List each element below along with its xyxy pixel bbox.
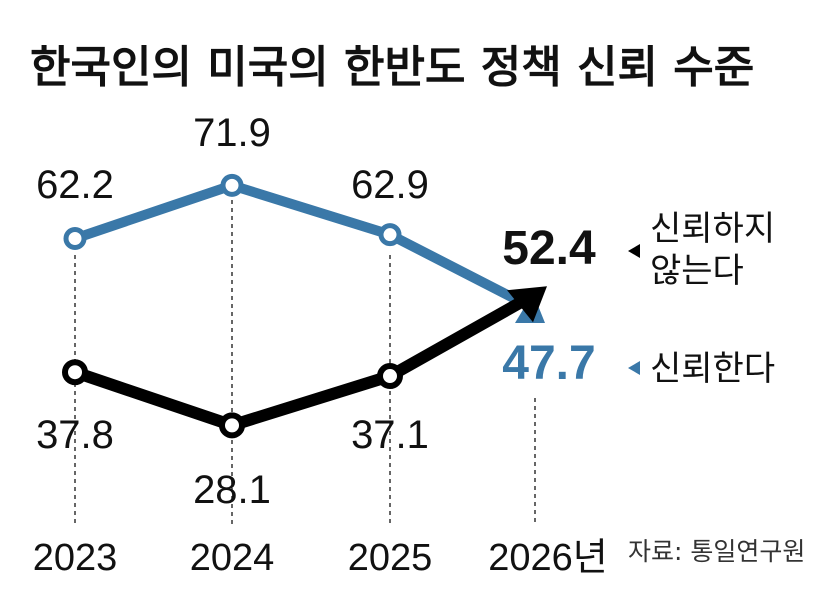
legend-label-distrust-line2: 않는다: [650, 251, 744, 291]
label-trust-final: 47.7: [502, 337, 595, 390]
point-distrust-0: [62, 359, 88, 386]
label-distrust-1: 28.1: [193, 468, 271, 512]
label-trust-2: 62.9: [351, 163, 429, 207]
series-line-trust: [73, 180, 528, 309]
x-tick-3: 2026년: [488, 537, 608, 579]
x-tick-2: 2025: [348, 537, 433, 579]
chart-title: 한국인의 미국의 한반도 정책 신뢰 수준: [30, 42, 754, 93]
point-distrust-1: [219, 412, 245, 439]
source-note: 자료: 통일연구원: [628, 537, 805, 566]
x-tick-0: 2023: [33, 537, 118, 579]
label-distrust-0: 37.8: [36, 413, 114, 457]
arrowhead-distrust: [507, 286, 547, 323]
label-trust-1: 71.9: [193, 111, 271, 155]
series-lines: [73, 180, 547, 432]
gridlines: [74, 200, 536, 525]
series-line-distrust: [73, 296, 524, 432]
point-trust-1: [220, 173, 244, 197]
data-points: [62, 173, 403, 439]
legend-label-distrust-line1: 신뢰하지: [650, 209, 775, 249]
legend-label-trust: 신뢰한다: [650, 349, 775, 389]
label-distrust-2: 37.1: [351, 413, 429, 457]
label-trust-0: 62.2: [36, 163, 114, 207]
point-distrust-2: [377, 363, 403, 390]
label-distrust-final: 52.4: [502, 222, 596, 275]
x-tick-1: 2024: [190, 537, 275, 579]
data-labels: 62.2 37.8 71.9 28.1 62.9 37.1 52.4 47.7: [36, 111, 596, 512]
legend-marker-distrust: [628, 244, 640, 258]
x-axis-ticks: 2023 2024 2025 2026년: [33, 537, 608, 579]
point-trust-0: [63, 227, 87, 250]
legend-marker-trust: [628, 361, 640, 375]
point-trust-2: [378, 223, 402, 247]
